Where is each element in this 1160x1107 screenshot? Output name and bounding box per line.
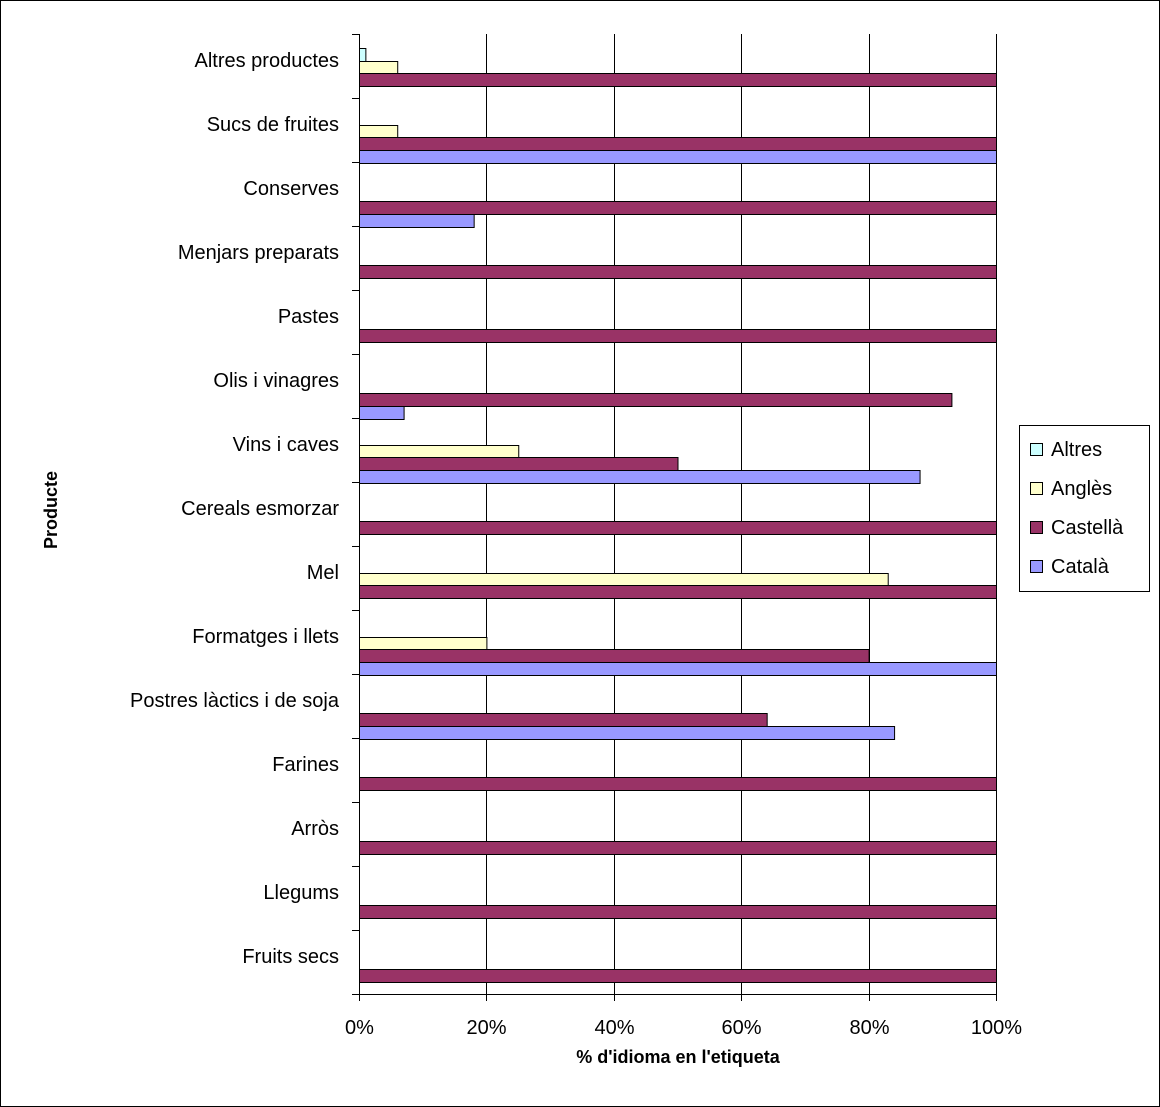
legend-label: Anglès <box>1051 478 1112 500</box>
bar <box>359 969 997 983</box>
category-label: Menjars preparats <box>178 242 339 264</box>
x-tick-label: 80% <box>849 1017 889 1039</box>
bar <box>359 662 997 676</box>
category-label: Llegums <box>263 882 339 904</box>
category-label: Mel <box>307 562 339 584</box>
legend-swatch <box>1030 482 1043 495</box>
bar <box>359 585 997 599</box>
bar <box>359 777 997 791</box>
bar <box>359 125 399 139</box>
bar <box>359 573 889 587</box>
legend-label: Altres <box>1051 439 1102 461</box>
bar <box>359 905 997 919</box>
category-label: Postres làctics i de soja <box>130 690 340 712</box>
category-label: Farines <box>272 754 339 776</box>
bar <box>359 406 405 420</box>
category-label: Vins i caves <box>233 434 339 456</box>
category-label: Olis i vinagres <box>213 370 339 392</box>
category-label: Conserves <box>243 178 339 200</box>
y-axis-title: Producte <box>41 471 61 549</box>
category-label: Arròs <box>291 818 339 840</box>
legend-swatch <box>1030 443 1043 456</box>
x-tick-label: 20% <box>466 1017 506 1039</box>
bar <box>359 457 679 471</box>
category-label: Formatges i llets <box>192 626 339 648</box>
bar <box>359 137 997 151</box>
bar <box>359 470 921 484</box>
x-tick-label: 60% <box>721 1017 761 1039</box>
bar <box>359 73 997 87</box>
category-label: Cereals esmorzar <box>181 498 339 520</box>
legend-swatch <box>1030 560 1043 573</box>
x-tick-label: 100% <box>971 1017 1022 1039</box>
legend-label: Castellà <box>1051 517 1124 539</box>
bar <box>359 214 475 228</box>
x-tick-label: 40% <box>594 1017 634 1039</box>
bar <box>359 265 997 279</box>
bar <box>359 150 997 164</box>
bar <box>359 726 896 740</box>
category-label: Altres productes <box>194 50 339 72</box>
bar <box>359 637 488 651</box>
bar <box>359 649 870 663</box>
bar <box>359 329 997 343</box>
bar <box>359 841 997 855</box>
x-axis-title: % d'idioma en l'etiqueta <box>576 1047 781 1067</box>
legend-label: Català <box>1051 556 1110 578</box>
bar <box>359 61 399 75</box>
x-tick-label: 0% <box>345 1017 374 1039</box>
bar <box>359 201 997 215</box>
legend-swatch <box>1030 521 1043 534</box>
category-label: Fruits secs <box>242 946 339 968</box>
category-label: Pastes <box>278 306 339 328</box>
bar <box>359 521 997 535</box>
bar <box>359 445 520 459</box>
bar <box>359 393 953 407</box>
bar <box>359 48 367 62</box>
category-label: Sucs de fruites <box>207 114 339 136</box>
bar <box>359 713 768 727</box>
